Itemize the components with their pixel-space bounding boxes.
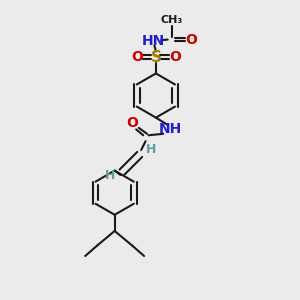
- Text: S: S: [150, 50, 161, 65]
- Text: HN: HN: [141, 34, 165, 48]
- Text: H: H: [105, 169, 116, 182]
- Text: H: H: [146, 143, 157, 157]
- Text: O: O: [131, 50, 143, 64]
- Text: O: O: [185, 33, 197, 46]
- Text: CH₃: CH₃: [161, 15, 183, 26]
- Text: O: O: [126, 116, 138, 130]
- Text: O: O: [169, 50, 181, 64]
- Text: NH: NH: [159, 122, 182, 136]
